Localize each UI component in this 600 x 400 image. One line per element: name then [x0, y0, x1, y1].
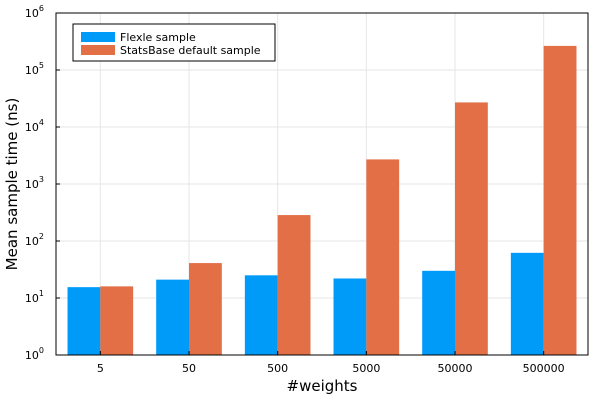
y-tick-label: 101 — [25, 289, 44, 305]
bar-statsbase-50 — [189, 263, 222, 355]
x-tick-label: 5 — [97, 362, 104, 375]
bar-flexle-5 — [67, 287, 101, 355]
x-tick-label: 500000 — [523, 362, 565, 375]
y-tick-label: 100 — [25, 346, 44, 362]
y-tick-exponent: 1 — [39, 289, 44, 298]
x-ticks: 5 50 500 5000 50000 500000 — [97, 351, 565, 375]
bar-flexle-500000 — [510, 252, 544, 355]
y-tick-label: 105 — [25, 61, 44, 77]
y-tick-exponent: 5 — [39, 61, 44, 70]
y-tick-exponent: 6 — [39, 4, 44, 13]
bar-flexle-500 — [244, 275, 278, 355]
bar-flexle-50 — [156, 279, 189, 355]
y-tick-exponent: 3 — [39, 175, 44, 184]
bar-statsbase-500 — [277, 215, 311, 355]
y-tick-exponent: 0 — [39, 346, 44, 355]
x-tick-label: 50 — [182, 362, 196, 375]
bar-statsbase-5000 — [366, 159, 400, 355]
bars — [67, 45, 577, 355]
legend-swatch — [81, 32, 115, 42]
legend-label: StatsBase default sample — [120, 44, 261, 57]
bar-statsbase-5 — [100, 286, 134, 355]
bar-statsbase-50000 — [455, 102, 488, 355]
y-tick-exponent: 2 — [39, 232, 44, 241]
x-tick-label: 50000 — [438, 362, 473, 375]
bar-flexle-5000 — [333, 278, 367, 355]
y-tick-exponent: 4 — [39, 118, 44, 127]
bar-flexle-50000 — [422, 270, 455, 355]
y-tick-label: 106 — [25, 4, 44, 20]
y-axis-label: Mean sample time (ns) — [3, 98, 21, 271]
x-axis-label: #weights — [287, 377, 358, 395]
x-tick-label: 5000 — [352, 362, 380, 375]
x-tick-label: 500 — [267, 362, 288, 375]
y-tick-label: 102 — [25, 232, 44, 248]
legend-swatch — [81, 45, 115, 55]
bar-statsbase-500000 — [543, 45, 577, 355]
y-tick-label: 103 — [25, 175, 44, 191]
grid-lines — [56, 12, 588, 356]
y-tick-label: 104 — [25, 118, 44, 134]
legend-label: Flexle sample — [120, 31, 196, 44]
